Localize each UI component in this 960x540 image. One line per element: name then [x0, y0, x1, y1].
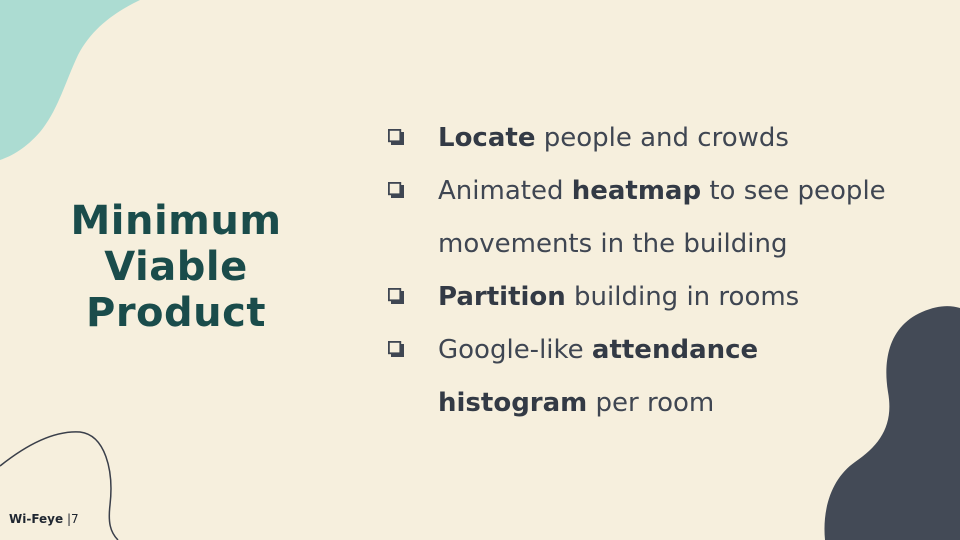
curve-line-shape [0, 431, 119, 540]
bullet-bold-text: heatmap [571, 176, 702, 206]
bullet-item: Google-like attendance histogram per roo… [386, 324, 906, 430]
checkbox-icon [388, 288, 404, 304]
bullet-bold-text: Partition [438, 282, 566, 312]
bullet-item: Locate people and crowds [386, 112, 906, 165]
bullet-item: Animated heatmap to see people movements… [386, 165, 906, 271]
bullet-text: Google-like [438, 335, 592, 365]
bullet-bold-text: attendance histogram [438, 335, 759, 418]
bullet-text: to see people movements in the building [438, 176, 886, 259]
checkbox-icon [388, 341, 404, 357]
bullet-text: people and crowds [535, 123, 789, 153]
bullet-text: per room [587, 388, 715, 418]
bullet-text: Animated [438, 176, 572, 206]
bullet-list: Locate people and crowds Animated heatmap… [386, 112, 906, 430]
title-line: Product [86, 290, 266, 336]
checkbox-icon [388, 182, 404, 198]
page-number: 7 [71, 512, 79, 526]
title-line: Viable [104, 244, 248, 290]
bullet-text: building in rooms [565, 282, 800, 312]
checkbox-icon [388, 129, 404, 145]
teal-blob-shape [0, 0, 140, 160]
dark-blob-shape [824, 306, 960, 540]
title-line: Minimum [70, 198, 282, 244]
slide-title: Minimum Viable Product [60, 198, 292, 336]
footer-brand: Wi-Feye [9, 512, 64, 526]
bullet-item: Partition building in rooms [386, 271, 906, 324]
footer-separator: | [66, 512, 72, 526]
bullet-bold-text: Locate [438, 123, 536, 153]
footer: Wi-Feye |7 [9, 512, 79, 526]
